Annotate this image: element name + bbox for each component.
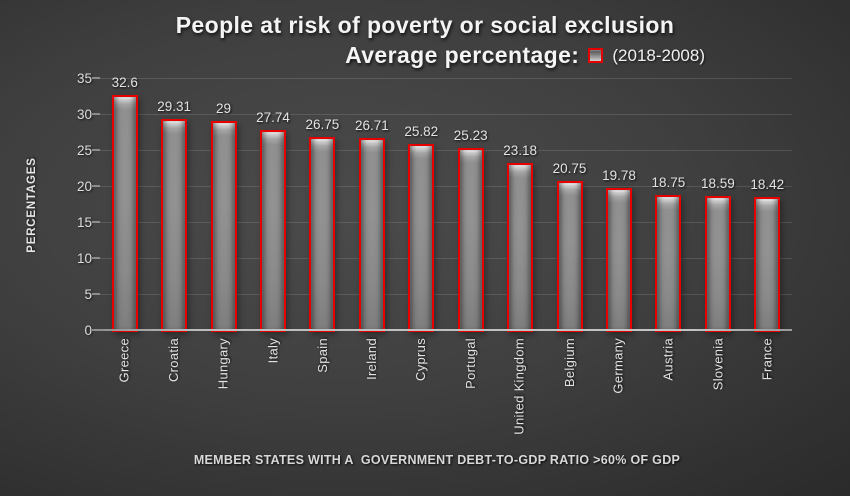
y-axis-tick xyxy=(92,293,100,295)
category-label-portugal: Portugal xyxy=(462,338,478,389)
category-label-spain: Spain xyxy=(314,338,330,373)
bar-france xyxy=(754,197,781,332)
y-tick-label: 35 xyxy=(76,71,92,86)
y-tick-label: 5 xyxy=(84,287,92,302)
y-axis-tick xyxy=(92,221,100,223)
y-tick-label: 25 xyxy=(76,143,92,158)
bar-value-label: 26.71 xyxy=(354,117,389,133)
gridline xyxy=(100,293,792,295)
bar-austria xyxy=(655,195,682,332)
bar-value-label: 25.23 xyxy=(453,128,488,144)
category-label-france: France xyxy=(759,338,775,381)
gridline xyxy=(100,77,792,79)
bar-germany xyxy=(606,187,632,332)
bar-slovenia xyxy=(704,196,731,332)
bar-value-label: 32.6 xyxy=(111,75,138,91)
bar-greece xyxy=(111,95,138,332)
category-label-greece: Greece xyxy=(116,338,132,383)
gridline xyxy=(100,221,792,223)
y-axis-tick xyxy=(92,257,100,259)
y-tick-label: 15 xyxy=(76,215,92,230)
category-label-germany: Germany xyxy=(611,338,626,394)
chart-title: People at risk of poverty or social excl… xyxy=(145,12,705,69)
bar-portugal xyxy=(457,148,484,332)
bar-value-label: 29.31 xyxy=(157,98,192,114)
y-axis-labels: 0 5 10 15 20 25 30 35 xyxy=(52,71,92,338)
gridline xyxy=(100,113,792,115)
bar-united-kingdom xyxy=(507,163,534,332)
bar-value-label: 25.82 xyxy=(404,124,439,140)
bar-value-label: 20.75 xyxy=(552,160,587,176)
bar-value-label: 18.59 xyxy=(700,176,735,192)
x-axis-line xyxy=(92,329,792,331)
gridline xyxy=(100,185,792,187)
bar-value-label: 27.74 xyxy=(256,110,290,126)
category-label-croatia: Croatia xyxy=(166,338,182,383)
y-tick-label: 20 xyxy=(76,179,92,194)
y-axis-tick xyxy=(92,185,100,187)
category-label-hungary: Hungary xyxy=(215,338,231,390)
bar-value-label: 26.75 xyxy=(305,117,340,133)
y-axis-tick xyxy=(92,149,100,151)
bar-ireland xyxy=(358,137,385,332)
category-label-cyprus: Cyprus xyxy=(413,338,429,381)
gridline xyxy=(100,149,792,151)
bar-italy xyxy=(260,130,286,332)
bar-value-label: 18.42 xyxy=(750,177,785,193)
legend-label: (2018-2008) xyxy=(612,45,705,65)
y-axis-title: PERCENTAGES xyxy=(26,157,38,253)
bar-value-label: 18.75 xyxy=(651,175,686,190)
bar-croatia xyxy=(161,118,188,332)
category-label-united-kingdom: United Kingdom xyxy=(512,338,528,435)
y-axis-tick xyxy=(92,77,100,79)
y-tick-label: 10 xyxy=(76,251,92,266)
chart-title-line2: Average percentage: (2018-2008) xyxy=(145,42,705,69)
bar-cyprus xyxy=(408,144,435,332)
y-tick-label: 0 xyxy=(84,323,92,338)
bar-spain xyxy=(309,137,336,332)
y-axis-tick xyxy=(92,113,100,115)
gridline xyxy=(100,257,792,259)
chart-title-line1: People at risk of poverty or social excl… xyxy=(175,12,675,38)
bar-value-label: 29 xyxy=(216,101,232,117)
bar-value-label: 23.18 xyxy=(503,143,538,159)
plot-area: 32.6 Greece 29.31 Croatia 29 Hungary 27.74 Ital… xyxy=(92,75,792,435)
category-label-belgium: Belgium xyxy=(561,338,577,388)
category-label-austria: Austria xyxy=(660,338,676,381)
bar-hungary xyxy=(210,121,237,332)
x-axis-title: MEMBER STATES WITH A GOVERNMENT DEBT-TO-… xyxy=(193,453,681,467)
category-label-italy: Italy xyxy=(265,338,280,364)
category-label-slovenia: Slovenia xyxy=(709,338,725,391)
y-tick-label: 30 xyxy=(76,107,92,122)
category-label-ireland: Ireland xyxy=(363,338,379,380)
bar-belgium xyxy=(556,180,583,332)
chart-title-line2-text: Average percentage: xyxy=(345,42,580,68)
legend-marker-icon xyxy=(588,48,604,63)
bar-value-label: 19.78 xyxy=(602,167,636,183)
